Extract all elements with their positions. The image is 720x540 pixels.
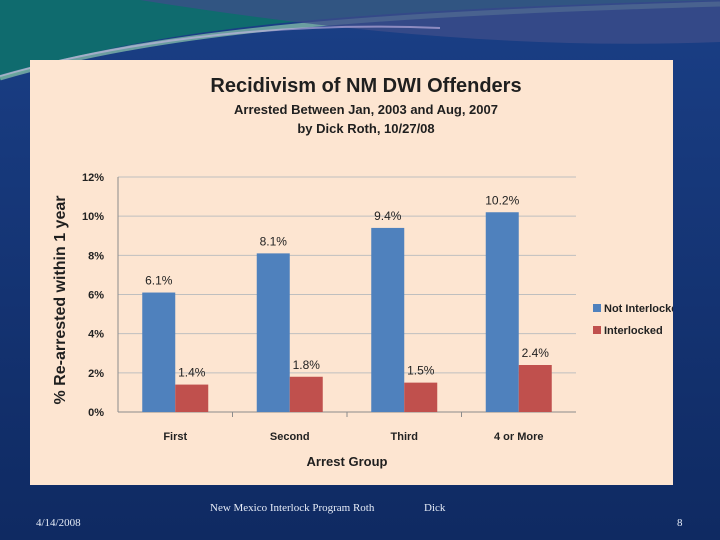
bar-interlocked — [518, 365, 552, 412]
legend-swatch — [593, 304, 601, 312]
footer-program-title: New Mexico Interlock Program Roth — [210, 502, 375, 514]
chart-subtitle-line-2: by Dick Roth, 10/27/08 — [297, 121, 434, 136]
bar-interlocked — [175, 384, 209, 412]
chart-subtitle-line-1: Arrested Between Jan, 2003 and Aug, 2007 — [234, 102, 498, 117]
y-axis-title: % Re-arrested within 1 year — [52, 196, 69, 405]
y-tick-label: 10% — [82, 211, 104, 223]
data-label: 1.5% — [407, 364, 435, 378]
x-tick-label: Second — [270, 431, 310, 443]
x-axis-title: Arrest Group — [307, 454, 388, 469]
bar-not-interlocked — [371, 227, 405, 412]
data-label: 8.1% — [260, 234, 288, 248]
bar-interlocked — [289, 376, 323, 412]
bar-not-interlocked — [142, 292, 176, 412]
bar-interlocked — [404, 382, 438, 412]
bar-not-interlocked — [485, 212, 519, 412]
y-tick-label: 8% — [88, 250, 104, 262]
y-tick-label: 0% — [88, 407, 104, 419]
data-label: 1.8% — [293, 358, 321, 372]
data-label: 10.2% — [485, 193, 519, 207]
recidivism-bar-chart: Recidivism of NM DWI Offenders Arrested … — [52, 75, 673, 469]
y-tick-label: 12% — [82, 172, 104, 184]
legend-label: Not Interlocked — [604, 303, 673, 315]
bar-not-interlocked — [256, 253, 290, 412]
chart-panel: Recidivism of NM DWI Offenders Arrested … — [30, 60, 673, 485]
data-label: 9.4% — [374, 209, 402, 223]
legend-label: Interlocked — [604, 325, 663, 337]
chart-title: Recidivism of NM DWI Offenders — [210, 75, 521, 97]
x-tick-label: Third — [391, 431, 419, 443]
y-tick-label: 4% — [88, 329, 104, 341]
y-tick-label: 6% — [88, 290, 104, 302]
data-label: 6.1% — [145, 274, 173, 288]
data-label: 2.4% — [522, 346, 550, 360]
x-tick-label: 4 or More — [494, 431, 544, 443]
footer-author: Dick — [424, 502, 446, 514]
footer-page-number: 8 — [677, 517, 683, 529]
x-tick-label: First — [163, 431, 187, 443]
footer-date: 4/14/2008 — [36, 517, 81, 529]
decorative-header-band — [0, 0, 720, 81]
data-label: 1.4% — [178, 366, 206, 380]
legend-swatch — [593, 326, 601, 334]
y-tick-label: 2% — [88, 368, 104, 380]
